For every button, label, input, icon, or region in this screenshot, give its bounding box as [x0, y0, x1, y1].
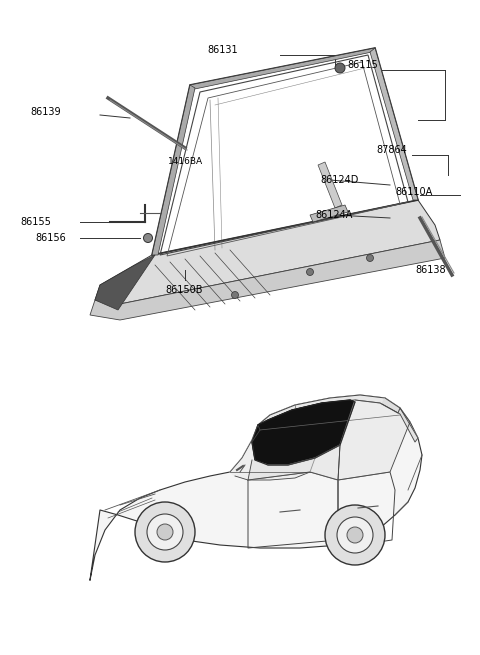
Circle shape	[347, 527, 363, 543]
Text: 87864: 87864	[376, 145, 407, 155]
Polygon shape	[318, 162, 342, 208]
Text: 86124D: 86124D	[320, 175, 359, 185]
Polygon shape	[310, 205, 348, 222]
Polygon shape	[258, 395, 400, 430]
Polygon shape	[382, 398, 418, 442]
Polygon shape	[248, 445, 340, 480]
Polygon shape	[90, 395, 422, 580]
Circle shape	[157, 524, 173, 540]
Text: 86115: 86115	[347, 60, 378, 70]
Circle shape	[325, 505, 385, 565]
Text: 86156: 86156	[35, 233, 66, 243]
Polygon shape	[95, 255, 155, 310]
Text: 86110A: 86110A	[395, 187, 432, 197]
Polygon shape	[190, 48, 375, 90]
Circle shape	[307, 269, 313, 276]
Text: 86138: 86138	[415, 265, 445, 275]
Polygon shape	[90, 240, 445, 320]
Circle shape	[147, 514, 183, 550]
Text: 86131: 86131	[207, 45, 238, 55]
Text: 86155: 86155	[20, 217, 51, 227]
Text: 86150B: 86150B	[165, 285, 203, 295]
Circle shape	[231, 291, 239, 299]
Circle shape	[135, 502, 195, 562]
Polygon shape	[338, 400, 410, 480]
Polygon shape	[230, 425, 315, 480]
Text: 1416BA: 1416BA	[168, 157, 203, 166]
Text: 86124A: 86124A	[315, 210, 352, 220]
Polygon shape	[95, 200, 440, 305]
Circle shape	[144, 233, 153, 242]
Circle shape	[335, 63, 345, 73]
Polygon shape	[152, 85, 195, 255]
Circle shape	[367, 255, 373, 261]
Polygon shape	[370, 48, 418, 200]
Text: 86139: 86139	[30, 107, 60, 117]
Circle shape	[337, 517, 373, 553]
Polygon shape	[252, 400, 355, 465]
